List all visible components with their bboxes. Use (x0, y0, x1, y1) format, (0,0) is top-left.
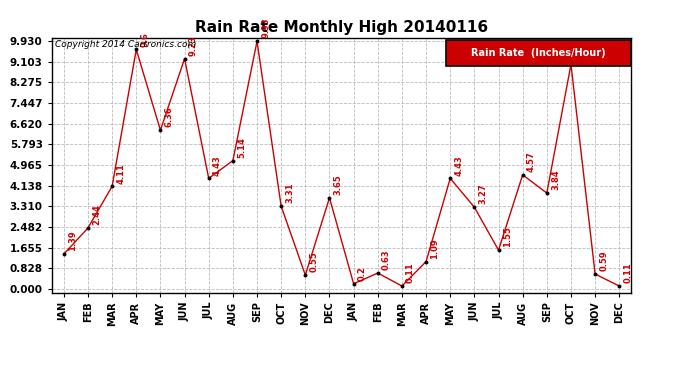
Text: Copyright 2014 Cartronics.com: Copyright 2014 Cartronics.com (55, 40, 196, 49)
Point (469, 204, 480, 210)
Text: 2.44: 2.44 (92, 204, 101, 225)
Point (589, 271, 600, 277)
Text: 5.14: 5.14 (237, 137, 246, 158)
Point (396, 283, 407, 289)
Point (276, 203, 287, 209)
Text: 4.11: 4.11 (117, 163, 126, 183)
Point (203, 176, 214, 181)
Text: 4.43: 4.43 (455, 155, 464, 176)
Text: 0.11: 0.11 (406, 262, 415, 283)
FancyBboxPatch shape (446, 40, 631, 66)
Text: 1.55: 1.55 (503, 226, 512, 248)
Text: 9.23: 9.23 (189, 35, 198, 56)
Text: 3.65: 3.65 (334, 174, 343, 195)
Text: 0.59: 0.59 (600, 251, 609, 271)
Title: Rain Rate Monthly High 20140116: Rain Rate Monthly High 20140116 (195, 20, 488, 35)
Text: 3.31: 3.31 (286, 183, 295, 204)
Text: 4.57: 4.57 (527, 152, 536, 172)
Point (106, 183, 117, 189)
Point (493, 247, 504, 253)
Point (58, 251, 69, 257)
Point (228, 158, 239, 164)
Point (324, 195, 335, 201)
Point (348, 281, 359, 287)
Point (518, 172, 529, 178)
Text: 0.11: 0.11 (624, 262, 633, 283)
Point (420, 259, 432, 265)
Text: 9.0: 9.0 (575, 47, 584, 62)
Point (251, 38, 262, 44)
Text: 0.63: 0.63 (382, 250, 391, 270)
Point (130, 46, 142, 53)
Text: 4.43: 4.43 (213, 155, 222, 176)
Point (373, 270, 384, 276)
Point (155, 127, 166, 133)
Point (614, 283, 625, 289)
Point (542, 190, 553, 196)
Text: 9.93: 9.93 (262, 18, 270, 39)
Point (83, 225, 94, 231)
Point (299, 272, 310, 278)
Point (179, 56, 190, 62)
Point (444, 176, 455, 181)
Text: 1.39: 1.39 (68, 231, 77, 251)
Text: 9.6: 9.6 (141, 32, 150, 46)
Point (566, 62, 577, 68)
Text: 1.09: 1.09 (431, 238, 440, 259)
Text: 6.36: 6.36 (165, 107, 174, 128)
Text: Rain Rate  (Inches/Hour): Rain Rate (Inches/Hour) (471, 48, 606, 58)
Text: 3.84: 3.84 (551, 170, 560, 190)
Text: 0.2: 0.2 (358, 266, 367, 281)
Text: 3.27: 3.27 (479, 184, 488, 204)
Text: 0.55: 0.55 (310, 252, 319, 272)
